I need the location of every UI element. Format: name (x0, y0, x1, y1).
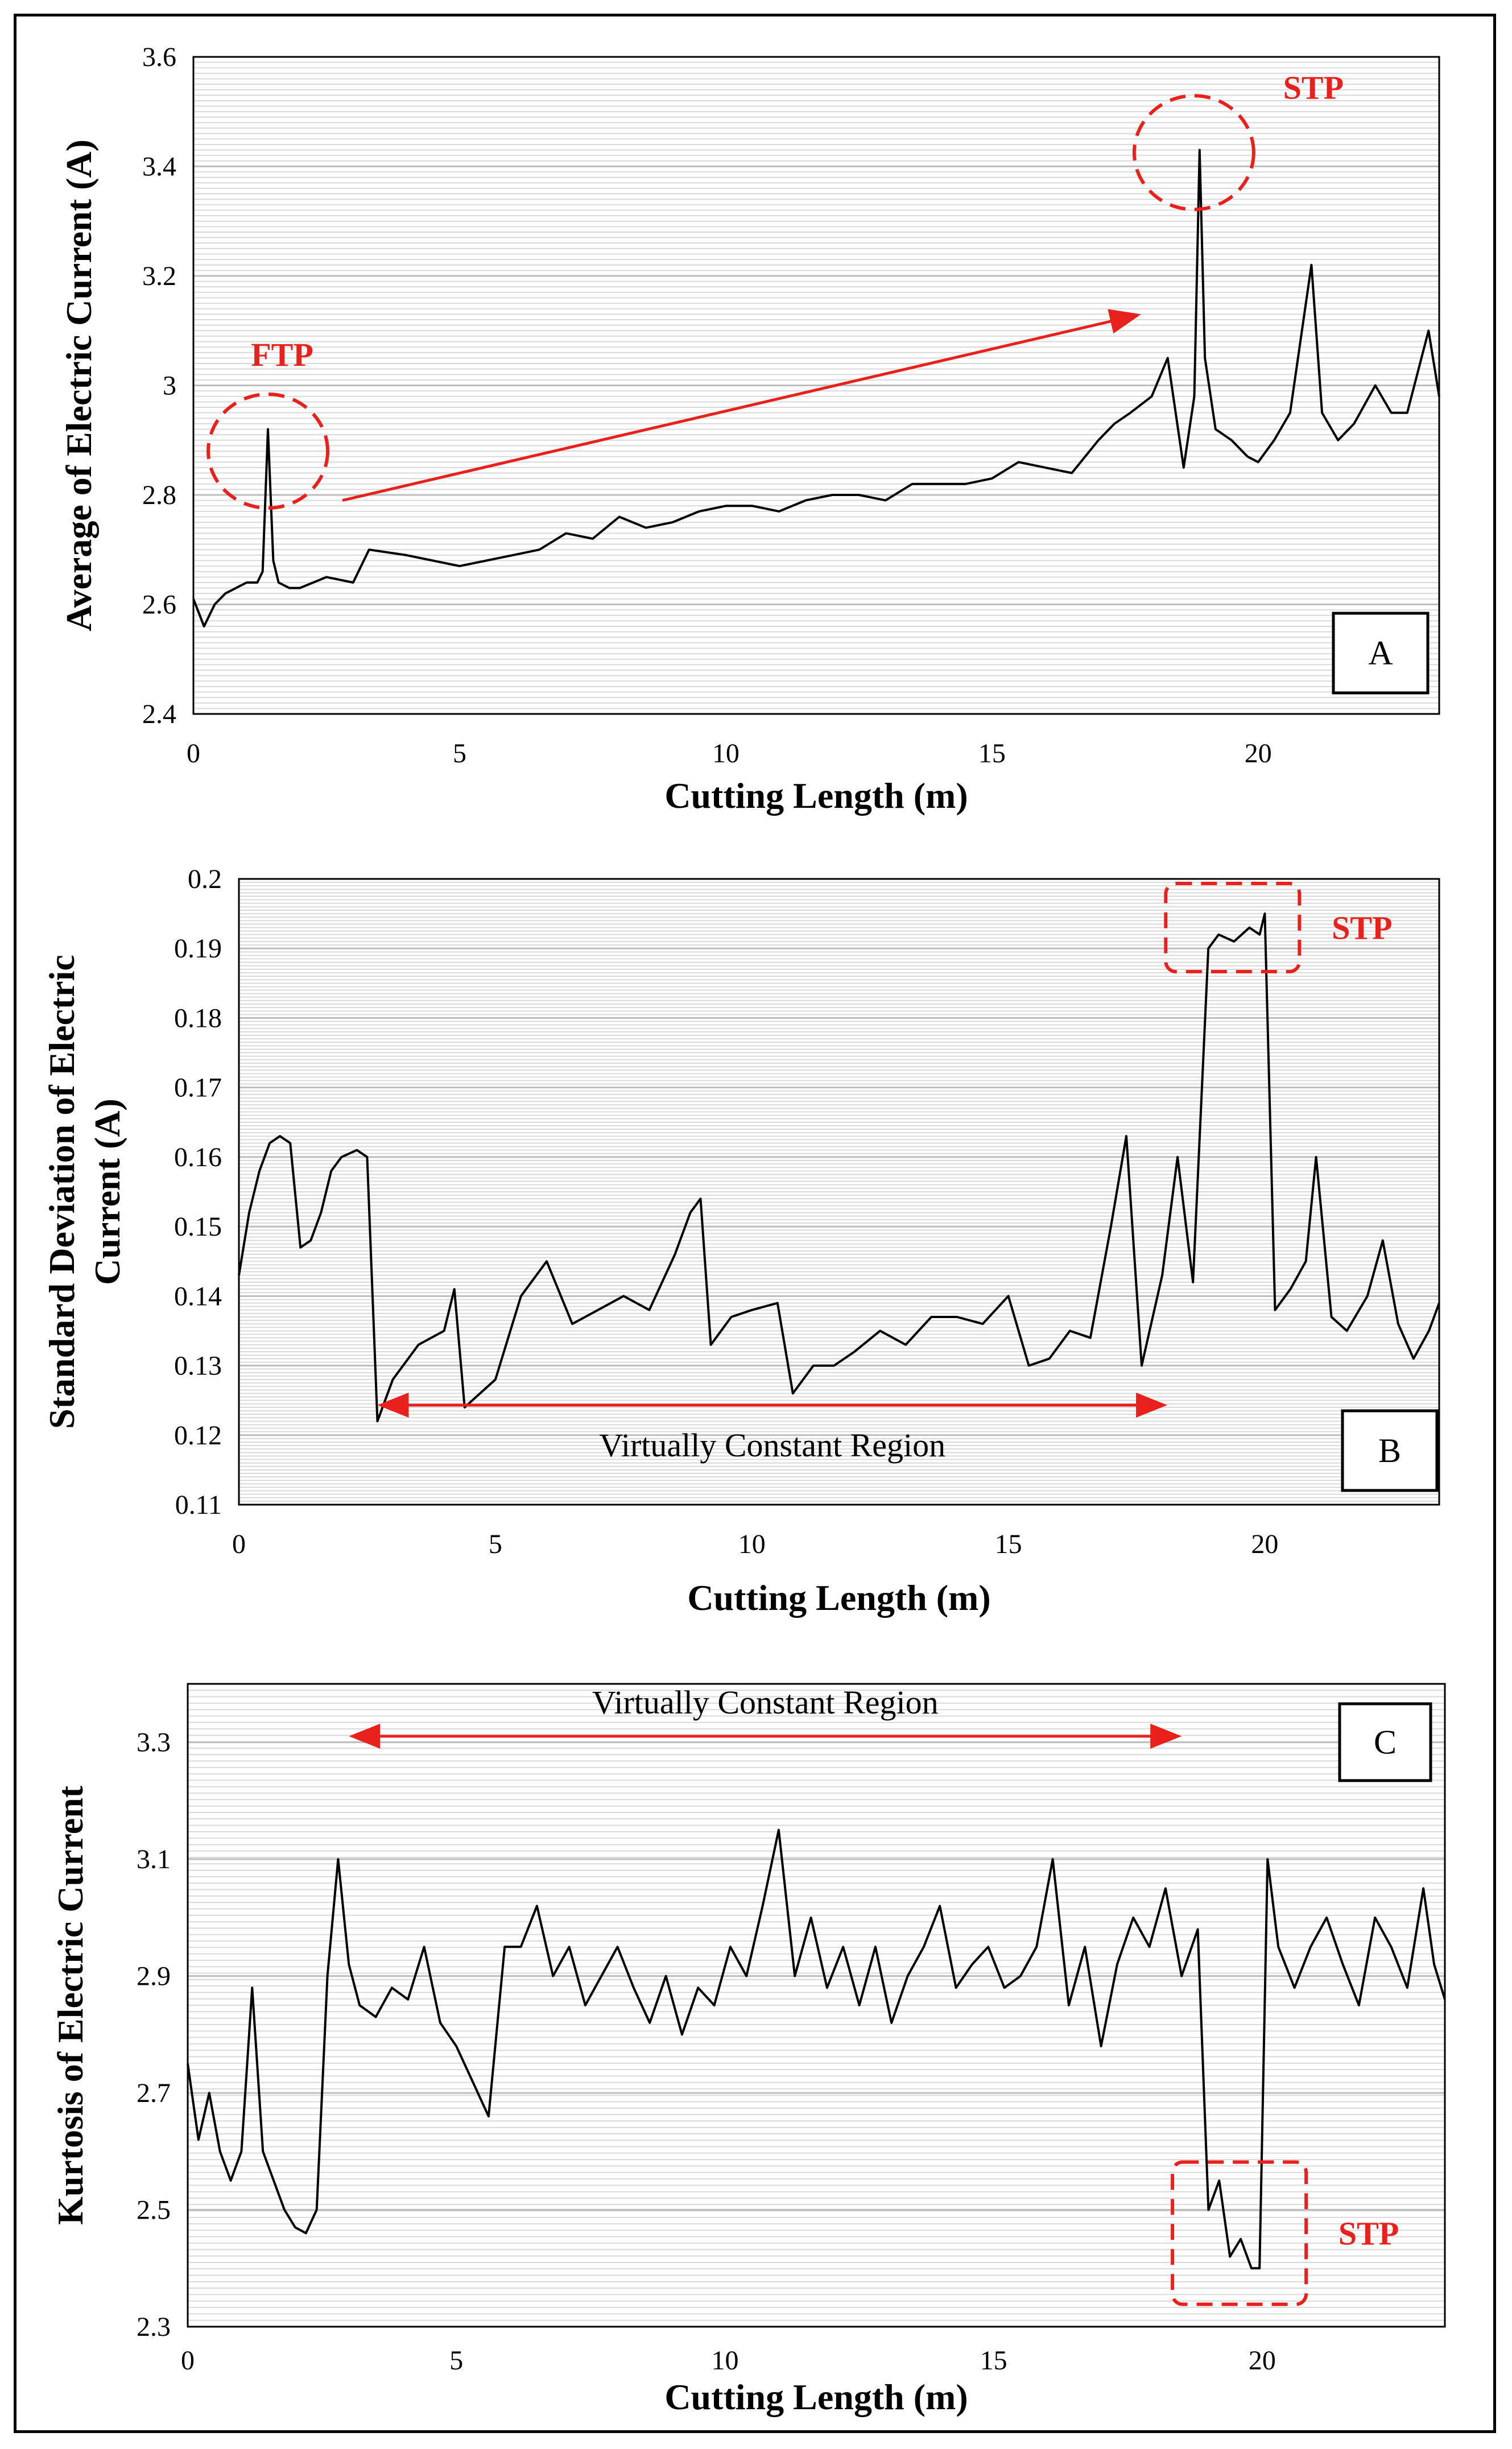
y-axis-label: Kurtosis of Electric Current (50, 1785, 90, 2225)
panel-label: A (1368, 634, 1393, 672)
y-tick-label: 0.12 (174, 1420, 222, 1451)
chart-A: 2.4 2.6 2.8 3 3.2 3.4 3.6 0 5 10 15 20 Cutting Lengt… (59, 42, 1440, 816)
plot-area-border (192, 56, 1440, 715)
constant-region-arrow-head-right (1150, 1724, 1182, 1749)
trend-arrow-head (1108, 309, 1141, 334)
y-tick-label: 0.14 (174, 1281, 222, 1311)
stp-marker (1132, 94, 1255, 212)
stp-marker (1164, 882, 1302, 974)
x-tick-label: 0 (181, 2345, 195, 2376)
stp-marker (1171, 2160, 1308, 2306)
panel-label-box (1338, 1702, 1432, 1782)
x-tick-label: 5 (449, 2345, 463, 2376)
y-tick-label: 0.16 (174, 1142, 222, 1172)
x-tick-label: 10 (711, 2345, 738, 2376)
stp-label: STP (1283, 69, 1344, 106)
constant-region-arrow-head-left (377, 1393, 409, 1418)
ftp-label: FTP (251, 336, 313, 373)
y-tick-label: 2.4 (142, 699, 176, 729)
x-tick-label: 10 (712, 738, 740, 769)
plot-area-border (238, 878, 1440, 1506)
y-tick-label: 3.3 (137, 1728, 171, 1758)
y-axis-label: Average of Electric Current (A) (59, 139, 99, 631)
series-line-C (187, 1828, 1446, 2270)
x-tick-label: 15 (995, 1529, 1022, 1559)
panel-label: C (1374, 1724, 1397, 1761)
y-tick-label: 0.19 (174, 934, 222, 964)
panel-label-box (1341, 1409, 1439, 1492)
y-tick-label: 3.2 (142, 261, 176, 291)
x-tick-label: 20 (1249, 2345, 1276, 2376)
series-line-A (192, 148, 1440, 627)
trend-arrow-line (342, 316, 1125, 502)
y-tick-label: 0.11 (175, 1490, 222, 1520)
panel-label: B (1378, 1432, 1401, 1469)
y-tick-label: 2.6 (142, 590, 176, 620)
y-tick-label: 2.8 (142, 480, 176, 510)
y-tick-label: 0.17 (174, 1073, 222, 1103)
x-tick-label: 10 (738, 1529, 766, 1559)
plot-area-border (187, 1683, 1446, 2328)
y-tick-label: 2.9 (137, 1961, 171, 1992)
constant-region-arrow-head-left (349, 1724, 381, 1749)
y-tick-label: 3.4 (142, 152, 176, 182)
stp-label: STP (1339, 2215, 1399, 2252)
x-tick-label: 20 (1251, 1529, 1278, 1559)
y-tick-label: 0.15 (174, 1212, 222, 1242)
stp-label: STP (1332, 910, 1392, 947)
x-tick-label: 0 (232, 1529, 246, 1559)
y-tick-label: 2.5 (137, 2195, 171, 2225)
y-tick-label: 3 (163, 371, 176, 401)
y-tick-label: 2.7 (137, 2078, 171, 2108)
y-tick-label: 0.18 (174, 1003, 222, 1033)
constant-region-label: Virtually Constant Region (592, 1684, 939, 1721)
x-axis-label: Cutting Length (m) (664, 775, 968, 816)
x-tick-label: 15 (980, 2345, 1007, 2376)
y-tick-label: 3.1 (137, 1844, 171, 1874)
y-tick-label: 0.13 (174, 1351, 222, 1381)
x-tick-label: 5 (453, 738, 466, 769)
figure-frame (14, 14, 1496, 2433)
constant-region-label: Virtually Constant Region (599, 1427, 945, 1464)
constant-region-arrow-head-right (1136, 1393, 1168, 1418)
x-tick-label: 5 (489, 1529, 502, 1559)
y-axis-label-line1: Standard Deviation of Electric (42, 955, 82, 1429)
y-tick-label: 2.3 (137, 2312, 171, 2342)
chart-C: 2.3 2.5 2.7 2.9 3.1 3.3 0 5 10 15 20 Cutting Length… (50, 1683, 1446, 2417)
x-axis-label: Cutting Length (m) (664, 2377, 968, 2417)
x-tick-label: 0 (187, 738, 200, 769)
ftp-marker (206, 393, 330, 510)
x-tick-label: 15 (978, 738, 1006, 769)
y-tick-label: 0.2 (188, 864, 222, 894)
panel-label-box (1332, 612, 1430, 695)
x-axis-label: Cutting Length (m) (687, 1577, 990, 1618)
x-tick-label: 20 (1245, 738, 1272, 769)
y-tick-label: 3.6 (142, 42, 176, 72)
chart-B: 0.11 0.12 0.13 0.14 0.15 0.16 0.17 0.18 0.19 0.2 0… (42, 864, 1440, 1618)
series-line-B (238, 912, 1440, 1423)
y-axis-label-line2: Current (A) (87, 1098, 127, 1285)
